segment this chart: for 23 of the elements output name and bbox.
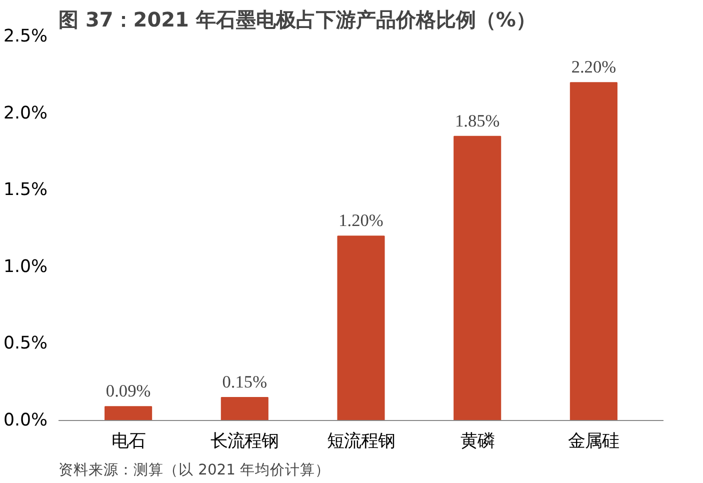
data-label: 1.85% — [454, 111, 500, 130]
x-tick-label: 金属硅 — [568, 432, 620, 452]
data-label: 0.15% — [222, 372, 268, 392]
bar — [454, 136, 502, 420]
chart-title: 图 37：2021 年石墨电极占下游产品价格比例（%） — [58, 8, 536, 32]
y-tick-label: 1.0% — [3, 256, 48, 277]
y-tick-label: 2.5% — [3, 26, 48, 46]
bar — [570, 82, 618, 420]
y-tick-label: 0.0% — [3, 410, 48, 430]
data-label: 1.20% — [338, 211, 384, 230]
bar — [104, 406, 152, 420]
text: 资料来源：测算（以 2021 年均价计算） — [58, 462, 330, 478]
x-tick-label: 短流程钢 — [327, 432, 395, 452]
x-tick-label: 电石 — [111, 432, 146, 452]
data-label: 2.20% — [571, 58, 616, 77]
bar — [337, 236, 385, 420]
y-tick-label: 2.0% — [3, 103, 48, 124]
y-tick-label: 1.5% — [3, 180, 48, 200]
x-tick-label: 长流程钢 — [210, 432, 279, 452]
data-label: 0.09% — [106, 382, 151, 401]
x-tick-label: 黄磷 — [460, 432, 494, 452]
bar — [220, 396, 268, 420]
y-tick-label: 0.5% — [3, 334, 48, 354]
